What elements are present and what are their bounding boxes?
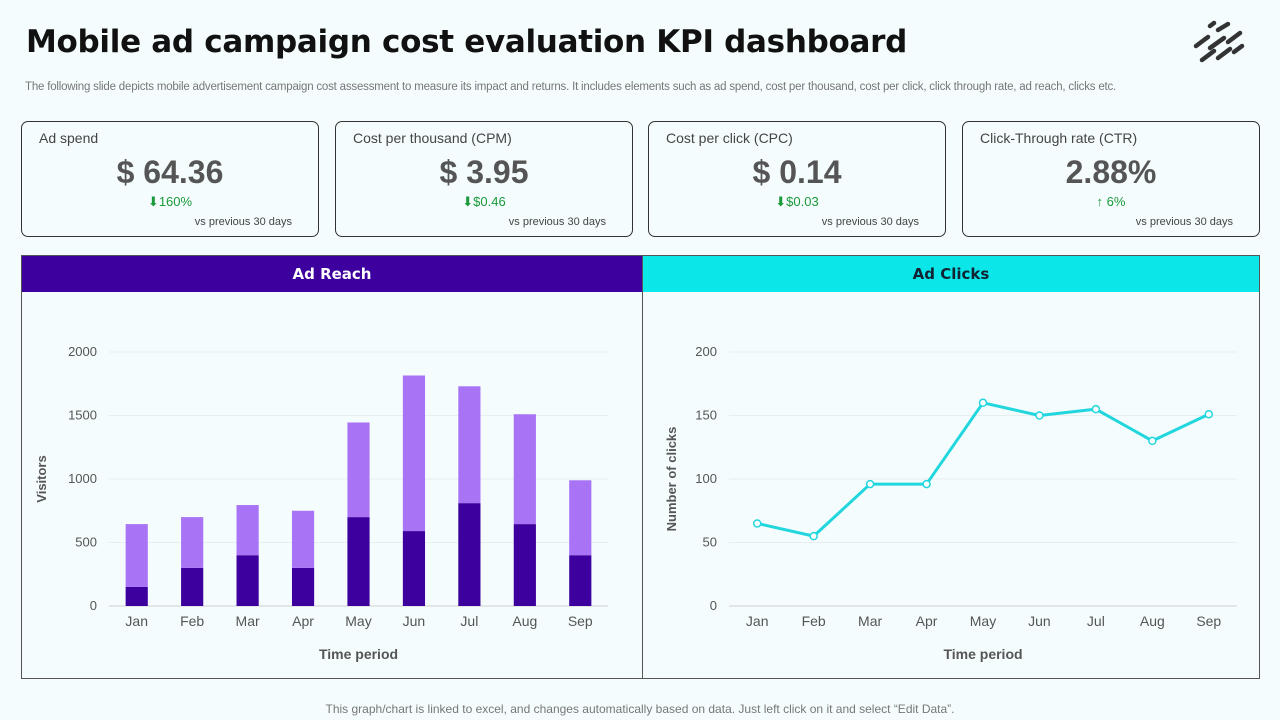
x-tick-label: Jul bbox=[1087, 613, 1105, 629]
kpi-change: ⬇$0.46 bbox=[462, 194, 506, 209]
bar-segment bbox=[347, 517, 370, 606]
data-point bbox=[1148, 436, 1157, 446]
x-tick-label: Jun bbox=[403, 613, 426, 629]
x-tick-label: May bbox=[970, 613, 996, 629]
y-tick-label: 1000 bbox=[68, 471, 97, 486]
bar-segment bbox=[458, 386, 481, 504]
y-axis-title: Number of clicks bbox=[664, 427, 679, 532]
bar-segment bbox=[236, 505, 259, 556]
kpi-change: ↑ 6% bbox=[1096, 194, 1126, 209]
page-subtitle: The following slide depicts mobile adver… bbox=[25, 81, 1117, 93]
data-point bbox=[865, 479, 875, 489]
data-point bbox=[1035, 411, 1044, 420]
kpi-value: 2.88% bbox=[1065, 154, 1157, 190]
ad-clicks-panel: Ad Clicks 0 50 100 150 200 Jan Feb Mar Apr May Jun… bbox=[642, 255, 1260, 679]
x-tick-label: Apr bbox=[916, 613, 938, 629]
x-tick-label: Jan bbox=[746, 613, 769, 629]
kpi-value: $ 3.95 bbox=[439, 154, 529, 190]
y-axis-title: Visitors bbox=[34, 455, 49, 502]
bar-segment bbox=[402, 531, 426, 606]
page-title: Mobile ad campaign cost evaluation KPI d… bbox=[26, 24, 907, 60]
x-axis-title: Time period bbox=[943, 646, 1022, 662]
y-tick-label: 150 bbox=[695, 408, 717, 423]
y-tick-label: 200 bbox=[695, 344, 717, 359]
kpi-card-cpm: Cost per thousand (CPM) $ 3.95 ⬇$0.46 vs… bbox=[335, 121, 633, 237]
ad-reach-panel: Ad Reach 0 500 1000 1500 2000 Jan Feb Mar Apr May… bbox=[21, 255, 643, 679]
data-point bbox=[922, 479, 931, 489]
decorative-logo-icon bbox=[1193, 20, 1245, 63]
bar-segment bbox=[458, 503, 481, 606]
ad-reach-header: Ad Reach bbox=[22, 256, 642, 292]
kpi-comparison-note: vs previous 30 days bbox=[821, 216, 919, 228]
kpi-value: $ 64.36 bbox=[116, 154, 224, 190]
bar-segment bbox=[513, 414, 536, 525]
data-point bbox=[809, 531, 818, 541]
ad-reach-chart: 0 500 1000 1500 2000 Jan Feb Mar Apr May Jun Jul Aug… bbox=[34, 344, 608, 662]
x-tick-label: Sep bbox=[1196, 613, 1221, 629]
data-point bbox=[1204, 409, 1214, 419]
x-tick-label: May bbox=[345, 613, 371, 629]
kpi-comparison-note: vs previous 30 days bbox=[1135, 216, 1233, 228]
x-tick-label: Apr bbox=[292, 613, 314, 629]
bar-segment bbox=[181, 517, 204, 568]
bar-segment bbox=[569, 555, 592, 606]
x-tick-label: Jul bbox=[460, 613, 478, 629]
footer-note: This graph/chart is linked to excel, and… bbox=[325, 702, 955, 716]
x-tick-label: Feb bbox=[180, 613, 204, 629]
x-tick-label: Mar bbox=[236, 613, 260, 629]
kpi-comparison-note: vs previous 30 days bbox=[508, 216, 606, 228]
ad-clicks-header: Ad Clicks bbox=[643, 256, 1259, 292]
y-tick-label: 2000 bbox=[68, 344, 97, 359]
kpi-card-ctr: Click-Through rate (CTR) 2.88% ↑ 6% vs p… bbox=[962, 121, 1260, 237]
x-tick-label: Feb bbox=[802, 613, 826, 629]
ad-clicks-chart: 0 50 100 150 200 Jan Feb Mar Apr May Jun Jul Aug Sep T… bbox=[664, 344, 1237, 662]
kpi-label: Click-Through rate (CTR) bbox=[980, 130, 1138, 146]
kpi-comparison-note: vs previous 30 days bbox=[194, 216, 292, 228]
x-tick-label: Aug bbox=[512, 613, 537, 629]
data-point bbox=[978, 398, 988, 408]
bar-segment bbox=[513, 524, 536, 606]
y-tick-label: 0 bbox=[90, 598, 97, 613]
bar-segment bbox=[125, 586, 148, 606]
data-point bbox=[1091, 404, 1101, 414]
kpi-change: ⬇$0.03 bbox=[775, 194, 819, 209]
y-tick-label: 1500 bbox=[68, 408, 97, 423]
bar-segment bbox=[347, 422, 370, 518]
data-point bbox=[752, 519, 762, 528]
kpi-label: Cost per click (CPC) bbox=[666, 130, 793, 146]
x-axis-title: Time period bbox=[319, 646, 398, 662]
x-tick-label: Aug bbox=[1140, 613, 1165, 629]
x-tick-label: Jan bbox=[125, 613, 148, 629]
y-tick-label: 0 bbox=[710, 598, 717, 613]
series-line bbox=[756, 401, 1210, 538]
x-tick-label: Mar bbox=[858, 613, 882, 629]
bar-segment bbox=[291, 567, 315, 606]
kpi-label: Cost per thousand (CPM) bbox=[353, 130, 512, 146]
x-tick-label: Jun bbox=[1028, 613, 1051, 629]
bar-segment bbox=[569, 480, 592, 556]
bar-segment bbox=[125, 524, 148, 587]
bar-segment bbox=[181, 567, 204, 606]
y-tick-label: 100 bbox=[695, 471, 717, 486]
y-tick-label: 500 bbox=[75, 535, 97, 550]
kpi-change: ⬇160% bbox=[147, 194, 193, 209]
kpi-value: $ 0.14 bbox=[752, 154, 842, 190]
bar-segment bbox=[402, 375, 426, 532]
kpi-card-ad-spend: Ad spend $ 64.36 ⬇160% vs previous 30 da… bbox=[21, 121, 319, 237]
bar-segment bbox=[291, 510, 315, 568]
x-tick-label: Sep bbox=[568, 613, 593, 629]
y-tick-label: 50 bbox=[703, 535, 717, 550]
kpi-label: Ad spend bbox=[39, 130, 99, 146]
bar-segment bbox=[236, 555, 259, 606]
kpi-card-cpc: Cost per click (CPC) $ 0.14 ⬇$0.03 vs pr… bbox=[648, 121, 946, 237]
